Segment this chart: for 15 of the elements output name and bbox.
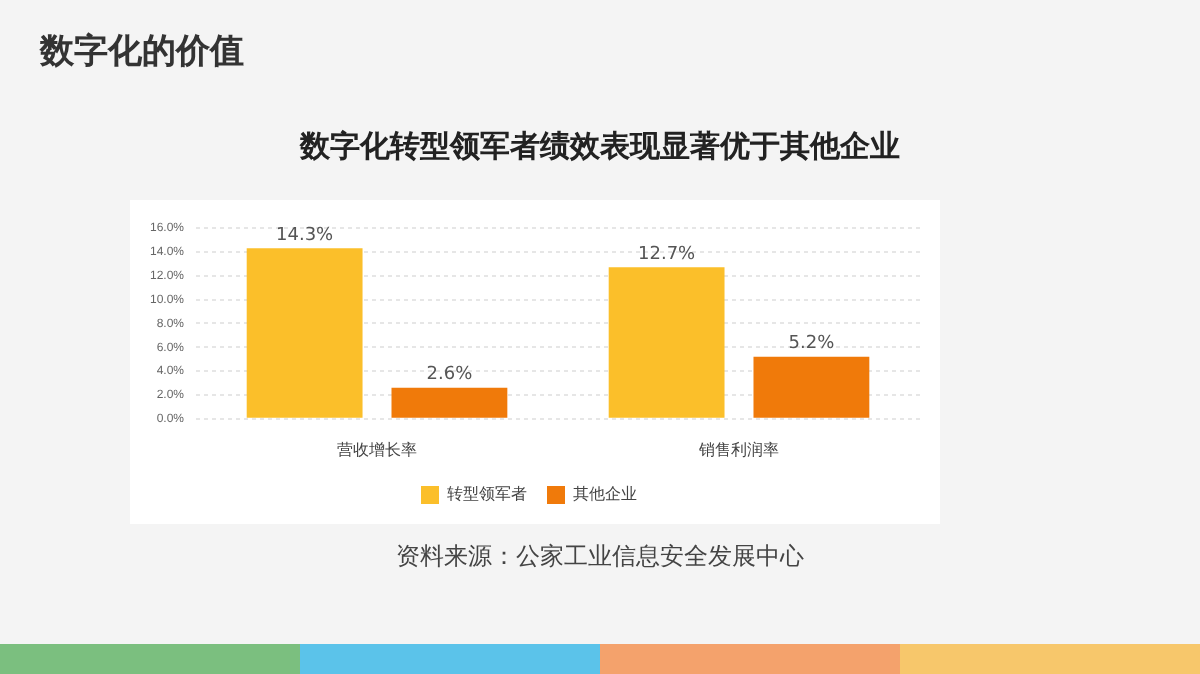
bar: [608, 267, 725, 418]
bar: [391, 387, 508, 418]
legend-label: 转型领军者: [447, 485, 527, 504]
text: 资料来源：公家工业信息安全发展中心: [394, 540, 806, 574]
chart-title: 数字化的价值: [40, 30, 244, 74]
legend-label: 其他企业: [573, 485, 637, 504]
data-label: 12.7%: [638, 245, 697, 266]
data-label: 2.6%: [426, 365, 474, 386]
data-label: 5.2%: [788, 334, 836, 355]
bar: [246, 248, 363, 418]
data-label: 14.3%: [276, 225, 335, 246]
chart-subtitle: 数字化转型领军者绩效表现显著优于其他企业: [297, 128, 902, 166]
bar: [753, 356, 870, 418]
x-tick-label: 销售利润率: [697, 440, 780, 459]
x-tick-label: 营收增长率: [337, 440, 418, 459]
